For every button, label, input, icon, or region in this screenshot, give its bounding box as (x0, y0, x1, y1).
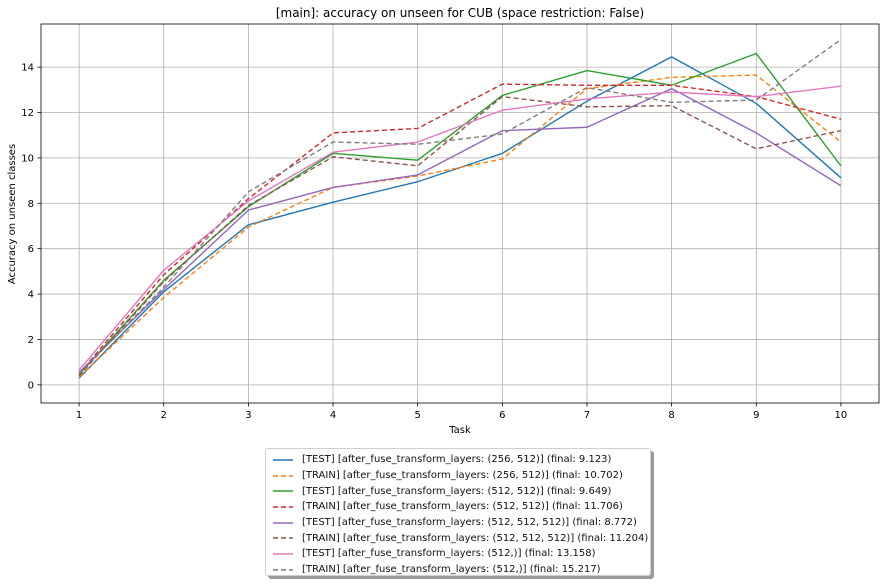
x-tick-label: 2 (161, 410, 167, 421)
y-tick-label: 6 (28, 244, 34, 255)
legend-label: [TEST] [after_fuse_transform_layers: (51… (302, 485, 612, 497)
legend-label: [TRAIN] [after_fuse_transform_layers: (5… (302, 564, 601, 576)
series-line-7 (78, 85, 841, 371)
legend-swatch (273, 553, 293, 555)
legend-swatch (273, 459, 293, 461)
chart-legend: [TEST] [after_fuse_transform_layers: (25… (265, 448, 651, 576)
legend-swatch (273, 506, 293, 508)
legend-swatch (273, 568, 293, 571)
x-tick-label: 9 (753, 410, 759, 421)
legend-item: [TRAIN] [after_fuse_transform_layers: (2… (272, 468, 650, 484)
x-tick-label: 6 (499, 410, 505, 421)
y-tick-label: 12 (21, 108, 34, 119)
y-tick-label: 4 (28, 290, 34, 301)
x-tick-label: 1 (76, 410, 82, 421)
legend-label: [TRAIN] [after_fuse_transform_layers: (2… (302, 470, 623, 482)
x-tick-label: 7 (584, 410, 590, 421)
legend-swatch (273, 537, 293, 540)
legend-item: [TEST] [after_fuse_transform_layers: (51… (272, 483, 650, 499)
series-line-5 (78, 87, 842, 373)
legend-swatch (273, 521, 293, 524)
series-line-2 (78, 74, 842, 378)
series-line-3 (78, 52, 842, 376)
series-lines (78, 38, 842, 379)
legend-item: [TRAIN] [after_fuse_transform_layers: (5… (272, 562, 650, 578)
y-tick-label: 8 (28, 199, 34, 210)
x-axis-label: Task (448, 425, 471, 436)
legend-label: [TEST] [after_fuse_transform_layers: (25… (302, 454, 612, 466)
legend-label: [TRAIN] [after_fuse_transform_layers: (5… (302, 501, 623, 513)
x-tick-label: 4 (330, 410, 336, 421)
y-tick-label: 0 (28, 380, 34, 391)
legend-label: [TEST] [after_fuse_transform_layers: (51… (302, 517, 637, 529)
legend-label: [TRAIN] [after_fuse_transform_layers: (5… (302, 532, 649, 544)
y-tick-label: 10 (21, 153, 34, 164)
legend-item: [TRAIN] [after_fuse_transform_layers: (5… (272, 530, 650, 546)
chart-title: [main]: accuracy on unseen for CUB (spac… (276, 6, 644, 20)
legend-item: [TEST] [after_fuse_transform_layers: (25… (272, 452, 650, 468)
legend-label: [TEST] [after_fuse_transform_layers: (51… (302, 548, 596, 560)
y-tick-label: 14 (21, 63, 34, 74)
x-tick-label: 10 (835, 410, 848, 421)
series-line-4 (78, 83, 842, 374)
series-line-8 (78, 38, 842, 374)
legend-item: [TEST] [after_fuse_transform_layers: (51… (272, 515, 650, 531)
legend-item: [TEST] [after_fuse_transform_layers: (51… (272, 546, 650, 562)
x-tick-label: 5 (414, 410, 420, 421)
y-axis-label: Accuracy on unseen classes (7, 144, 18, 284)
grid-lines (41, 24, 879, 403)
legend-item: [TRAIN] [after_fuse_transform_layers: (5… (272, 499, 650, 515)
series-line-1 (78, 56, 842, 379)
x-tick-label: 3 (245, 410, 251, 421)
y-tick-label: 2 (28, 335, 34, 346)
legend-swatch (273, 490, 293, 492)
x-tick-label: 8 (668, 410, 674, 421)
legend-swatch (273, 474, 293, 477)
plot-area-frame (40, 23, 880, 404)
